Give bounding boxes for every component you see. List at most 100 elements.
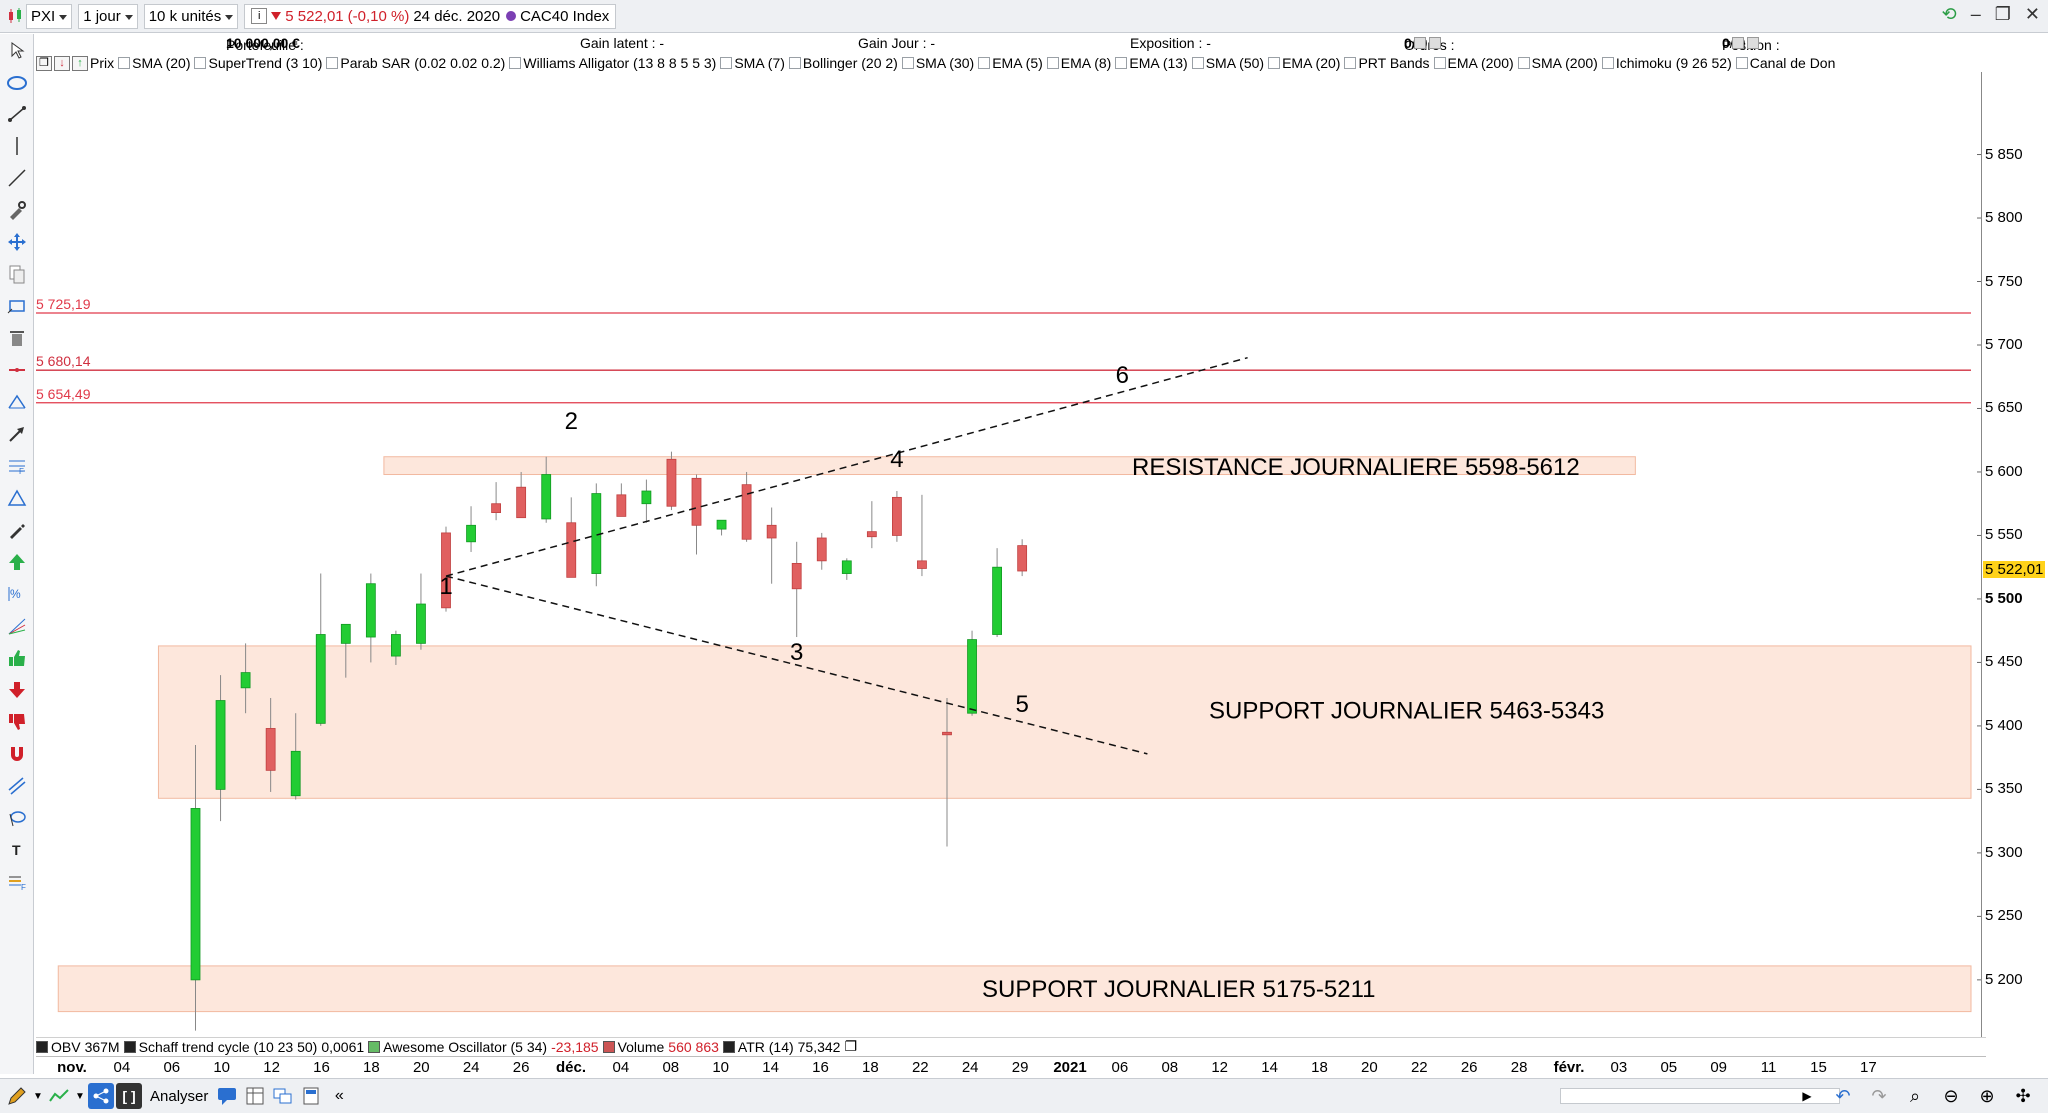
candlestick-chart-icon[interactable] xyxy=(4,5,26,27)
window-icon[interactable]: ❐ xyxy=(36,55,52,71)
pointer-icon[interactable] xyxy=(2,35,32,65)
candle-body[interactable] xyxy=(240,672,251,689)
trendline[interactable] xyxy=(445,356,1248,577)
zoom-box-icon[interactable] xyxy=(2,291,32,321)
indicator-checkbox[interactable] xyxy=(720,57,733,69)
candle-body[interactable] xyxy=(967,639,977,714)
double-chevron-left-icon[interactable]: « xyxy=(334,1087,344,1104)
indicator-checkbox[interactable] xyxy=(194,57,207,69)
indicator-checkbox[interactable] xyxy=(1735,57,1748,69)
indicator-checkbox[interactable] xyxy=(1517,57,1530,69)
table-icon[interactable] xyxy=(242,1083,268,1109)
indicator-toggle[interactable]: Ichimoku (9 26 52) xyxy=(1601,55,1732,71)
thumbs-down-icon[interactable] xyxy=(2,707,32,737)
symbol-select[interactable]: PXI xyxy=(26,3,73,29)
minimize-icon[interactable]: – xyxy=(1970,4,1981,24)
lasso-icon[interactable] xyxy=(2,803,32,833)
thumbs-up-icon[interactable] xyxy=(2,643,32,673)
price-axis[interactable]: 5 200 5 250 5 300 5 350 5 400 5 450 5 500 5 550… xyxy=(1981,72,2048,1037)
horizontal-scrollbar[interactable] xyxy=(1560,1088,1840,1104)
candle-body[interactable] xyxy=(616,494,627,517)
candle-body[interactable] xyxy=(290,750,301,797)
indicator-toggle[interactable]: PRT Bands xyxy=(1344,55,1430,71)
candle-body[interactable] xyxy=(866,531,877,538)
position-box-icon-2[interactable] xyxy=(1747,37,1760,49)
restore-icon[interactable]: ❐ xyxy=(1994,4,2011,24)
time-axis[interactable]: nov. 04 06 10 12 16 18 20 24 26 déc. 04 08 10 14 16 18 22… xyxy=(36,1056,1986,1078)
candle-body[interactable] xyxy=(541,474,552,520)
indicator-toggle[interactable]: SMA (50) xyxy=(1191,55,1264,71)
indicator-toggle[interactable]: EMA (20) xyxy=(1268,55,1340,71)
indicator-checkbox[interactable] xyxy=(901,57,914,69)
candle-body[interactable] xyxy=(566,522,577,578)
undo-icon[interactable]: ↶ xyxy=(1835,1085,1851,1106)
bracket-icon[interactable]: [ ] xyxy=(116,1083,142,1109)
horizontal-line-icon[interactable] xyxy=(2,355,32,385)
candle-body[interactable] xyxy=(215,700,226,790)
list-f-icon[interactable]: F xyxy=(2,867,32,897)
indicator-checkbox[interactable] xyxy=(118,57,131,69)
indicator-checkbox[interactable] xyxy=(1046,57,1059,69)
candle-body[interactable] xyxy=(841,560,852,574)
candle-body[interactable] xyxy=(791,562,802,590)
info-icon[interactable]: i xyxy=(251,8,268,24)
orders-box-icon[interactable] xyxy=(1413,37,1426,49)
candle-body[interactable] xyxy=(942,731,952,736)
fibonacci-icon[interactable]: F xyxy=(2,451,32,481)
orders-box-icon-2[interactable] xyxy=(1429,37,1442,49)
indicator-checkbox[interactable] xyxy=(788,57,801,69)
indicator-checkbox[interactable] xyxy=(1601,57,1614,69)
red-arrow-down-icon[interactable] xyxy=(2,675,32,705)
screens-icon[interactable] xyxy=(270,1083,296,1109)
candle-body[interactable] xyxy=(741,484,752,540)
fan-icon[interactable] xyxy=(2,611,32,641)
indicator-toggle[interactable]: EMA (5) xyxy=(978,55,1043,71)
candle-body[interactable] xyxy=(365,583,376,638)
candle-body[interactable] xyxy=(917,560,927,569)
indicator-toggle[interactable]: Canal de Don xyxy=(1735,55,1835,71)
indicator-checkbox[interactable] xyxy=(1268,57,1281,69)
indicator-toggle[interactable]: Prix xyxy=(90,55,114,71)
close-icon[interactable]: ✕ xyxy=(2024,4,2040,24)
price-info[interactable]: i 5 522,01 (-0,10 %) 24 déc. 2020 CAC40 … xyxy=(244,3,617,29)
candle-body[interactable] xyxy=(516,486,527,519)
candle-body[interactable] xyxy=(666,458,677,507)
candle-body[interactable] xyxy=(466,524,476,543)
candle-body[interactable] xyxy=(992,566,1002,635)
indicator-toggle[interactable]: EMA (13) xyxy=(1115,55,1188,71)
candle-body[interactable] xyxy=(641,490,652,505)
price-zone[interactable] xyxy=(57,965,1972,1013)
arrow-down-icon[interactable]: ↓ xyxy=(54,55,70,71)
chevron-down-icon[interactable]: ▼ xyxy=(33,1090,43,1102)
vertical-line-icon[interactable] xyxy=(2,131,32,161)
indicator-toggle[interactable]: SMA (7) xyxy=(720,55,785,71)
indicator-toggle[interactable]: EMA (8) xyxy=(1046,55,1111,71)
zoom-fit-icon[interactable]: ⌕ xyxy=(1909,1085,1921,1106)
arrow-up-icon[interactable]: ↑ xyxy=(72,55,88,71)
trash-icon[interactable] xyxy=(2,323,32,353)
sub-indicator-tab[interactable]: Awesome Oscillator (5 34) -23,185 xyxy=(368,1039,599,1055)
text-icon[interactable]: T xyxy=(2,835,32,865)
candle-body[interactable] xyxy=(716,519,727,530)
indicator-checkbox[interactable] xyxy=(978,57,991,69)
candle-body[interactable] xyxy=(766,524,777,539)
indicator-toggle[interactable]: SMA (200) xyxy=(1517,55,1598,71)
sub-indicator-tab[interactable]: OBV 367M xyxy=(36,1039,120,1055)
sub-indicator-tab[interactable]: Volume 560 863 xyxy=(602,1039,719,1055)
indicator-checkbox[interactable] xyxy=(1344,57,1357,69)
price-zone[interactable] xyxy=(157,645,1972,799)
copy-icon[interactable] xyxy=(2,259,32,289)
fork-icon[interactable] xyxy=(2,387,32,417)
indicator-checkbox[interactable] xyxy=(509,57,522,69)
candle-body[interactable] xyxy=(315,634,326,724)
triangle-icon[interactable] xyxy=(2,483,32,513)
trendline[interactable] xyxy=(445,575,1148,755)
candle-body[interactable] xyxy=(265,728,276,771)
restore-panels-icon[interactable]: ❐ xyxy=(844,1038,858,1054)
magnet-icon[interactable] xyxy=(2,739,32,769)
zoom-out-icon[interactable]: ⊖ xyxy=(1943,1085,1959,1106)
pen-icon[interactable] xyxy=(2,515,32,545)
pencil-tool-icon[interactable] xyxy=(4,1083,30,1109)
candle-body[interactable] xyxy=(892,496,902,536)
indicator-toggle[interactable]: Parab SAR (0.02 0.02 0.2) xyxy=(326,55,505,71)
